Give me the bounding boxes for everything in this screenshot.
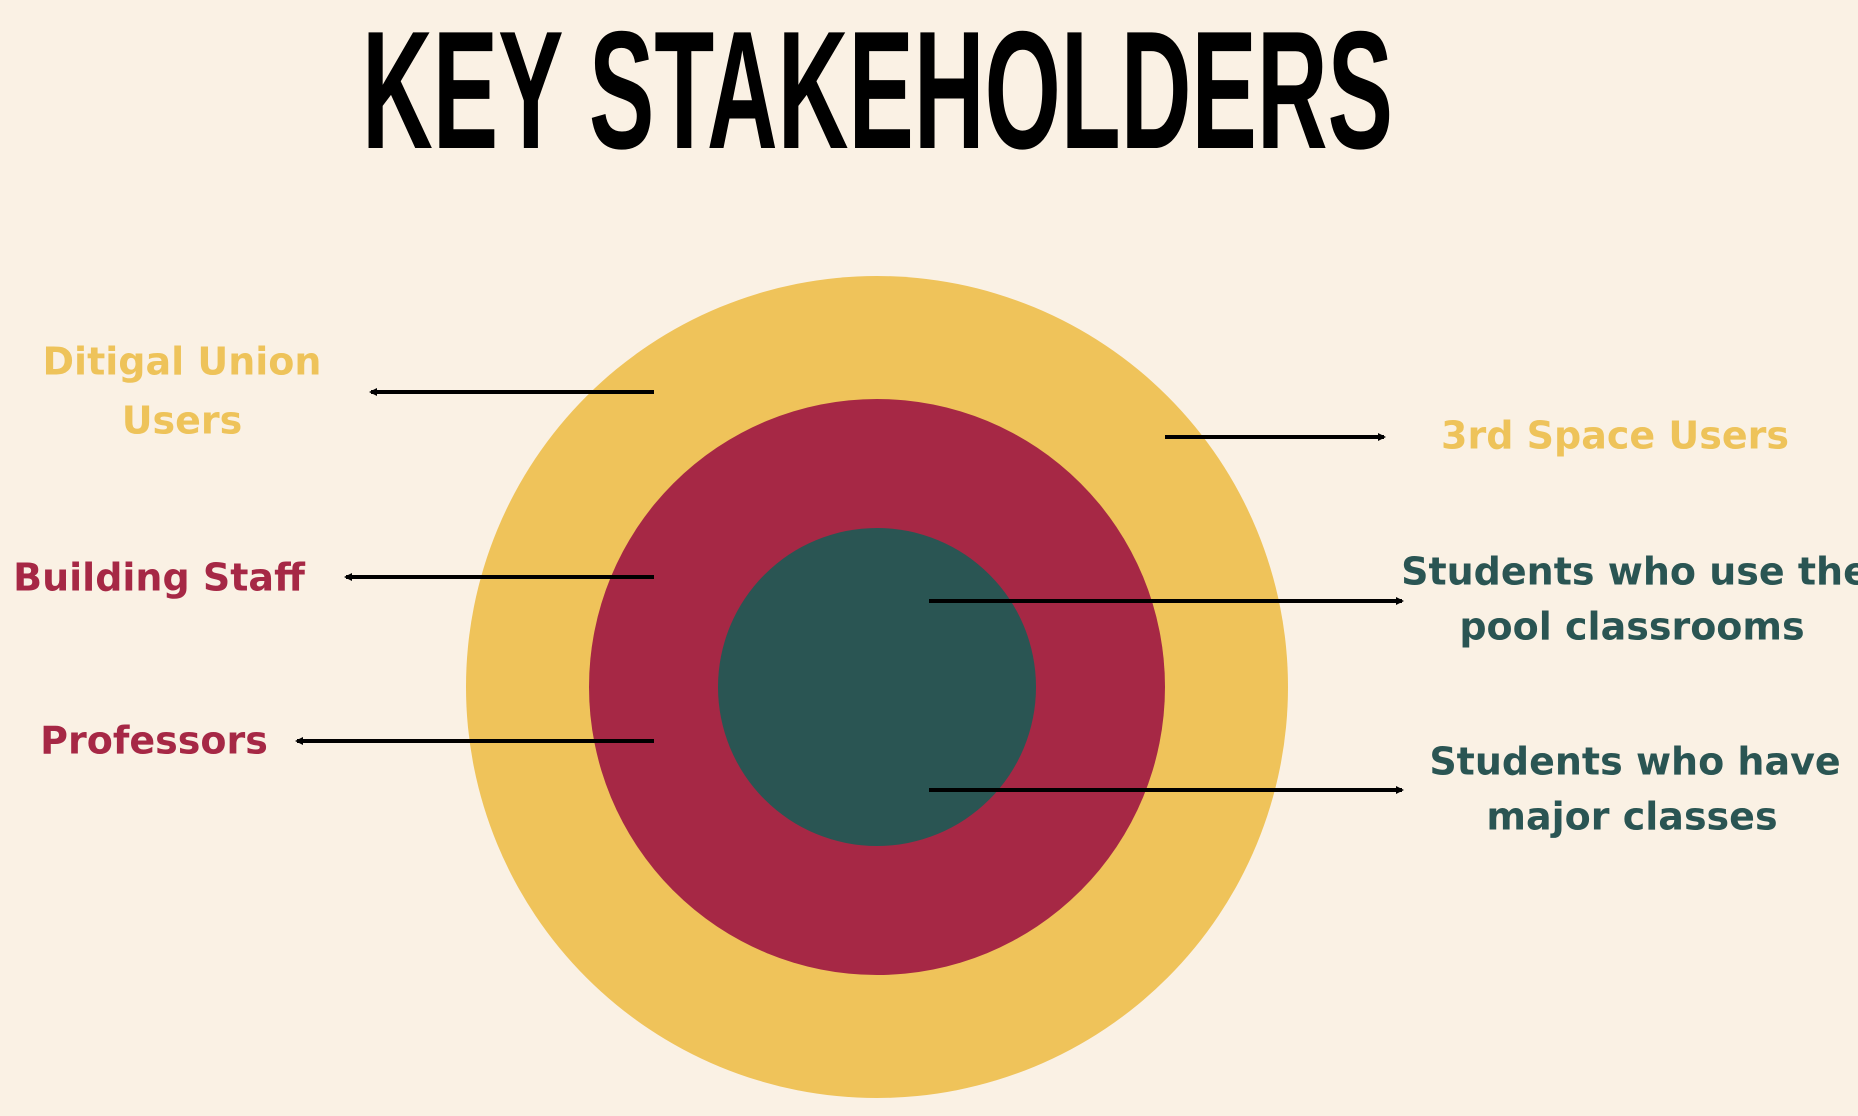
inner-circle [718, 528, 1036, 846]
title: KEY STAKEHOLDERS [362, 0, 1393, 184]
label: Students who have [1429, 740, 1840, 784]
label: Ditigal Union [43, 340, 322, 384]
label: 3rd Space Users [1441, 414, 1789, 458]
label: Users [122, 399, 243, 443]
label: major classes [1486, 795, 1777, 839]
label: Building Staff [13, 556, 306, 600]
label: Students who use the [1401, 550, 1858, 594]
label: Professors [40, 719, 268, 763]
label: pool classrooms [1459, 605, 1804, 649]
